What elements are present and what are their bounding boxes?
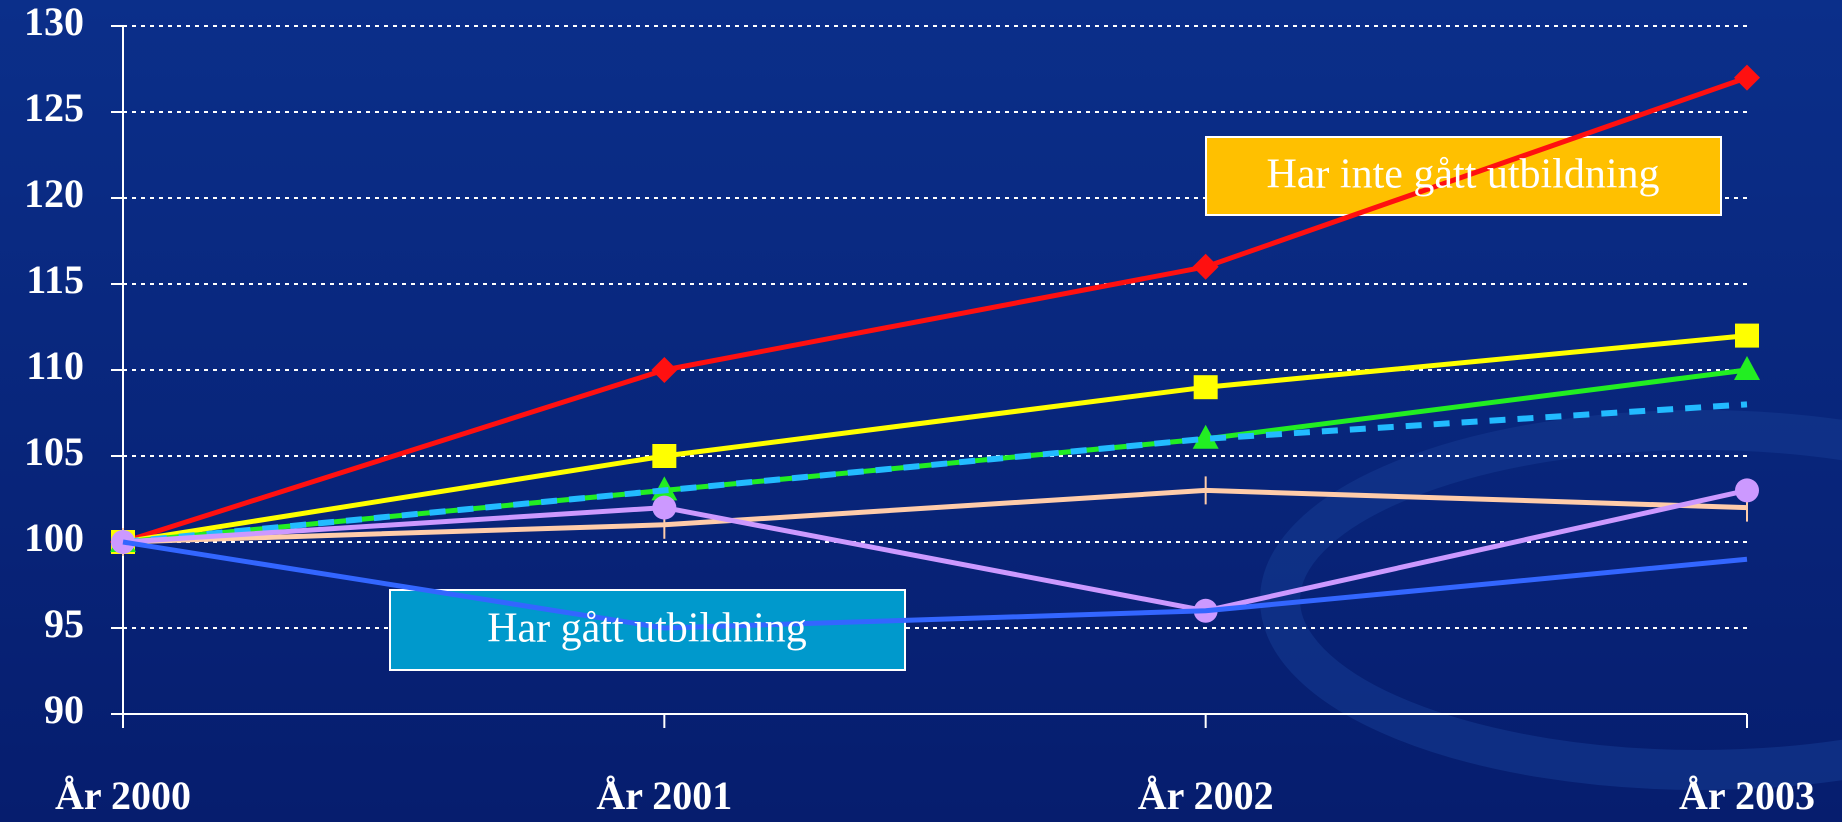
series-line xyxy=(122,333,1748,545)
marker xyxy=(651,357,678,383)
marker xyxy=(1192,424,1219,449)
decoration xyxy=(1260,410,1842,790)
series-line xyxy=(122,487,1748,545)
marker xyxy=(1734,356,1760,380)
x-tick-label: År 2000 xyxy=(55,773,191,818)
marker xyxy=(652,444,677,468)
y-tick-label: 130 xyxy=(24,0,84,44)
y-tick-label: 105 xyxy=(24,429,84,474)
marker xyxy=(1735,323,1759,348)
y-tick-label: 125 xyxy=(24,85,84,130)
marker xyxy=(652,495,677,520)
x-tick-label: År 2002 xyxy=(1138,773,1274,818)
annotation: Har gått utbildning xyxy=(487,606,807,652)
x-tick-label: År 2001 xyxy=(596,773,732,818)
series-line xyxy=(122,539,1748,631)
y-tick-label: 95 xyxy=(44,601,84,646)
y-tick-label: 120 xyxy=(24,171,84,216)
y-tick-label: 115 xyxy=(26,257,84,302)
x-tick-label: År 2003 xyxy=(1679,773,1815,818)
annotation-box xyxy=(389,589,906,671)
marker xyxy=(1193,375,1218,400)
y-tick-label: 100 xyxy=(24,515,84,560)
y-tick-label: 110 xyxy=(26,343,84,388)
marker xyxy=(1192,253,1219,280)
series-line xyxy=(122,487,1748,614)
annotation: Har inte gått utbildning xyxy=(1266,152,1659,198)
y-tick-label: 90 xyxy=(44,687,84,732)
series-line xyxy=(122,75,1748,545)
series-line xyxy=(122,401,1748,545)
marker xyxy=(1734,64,1760,91)
marker xyxy=(1735,478,1759,503)
